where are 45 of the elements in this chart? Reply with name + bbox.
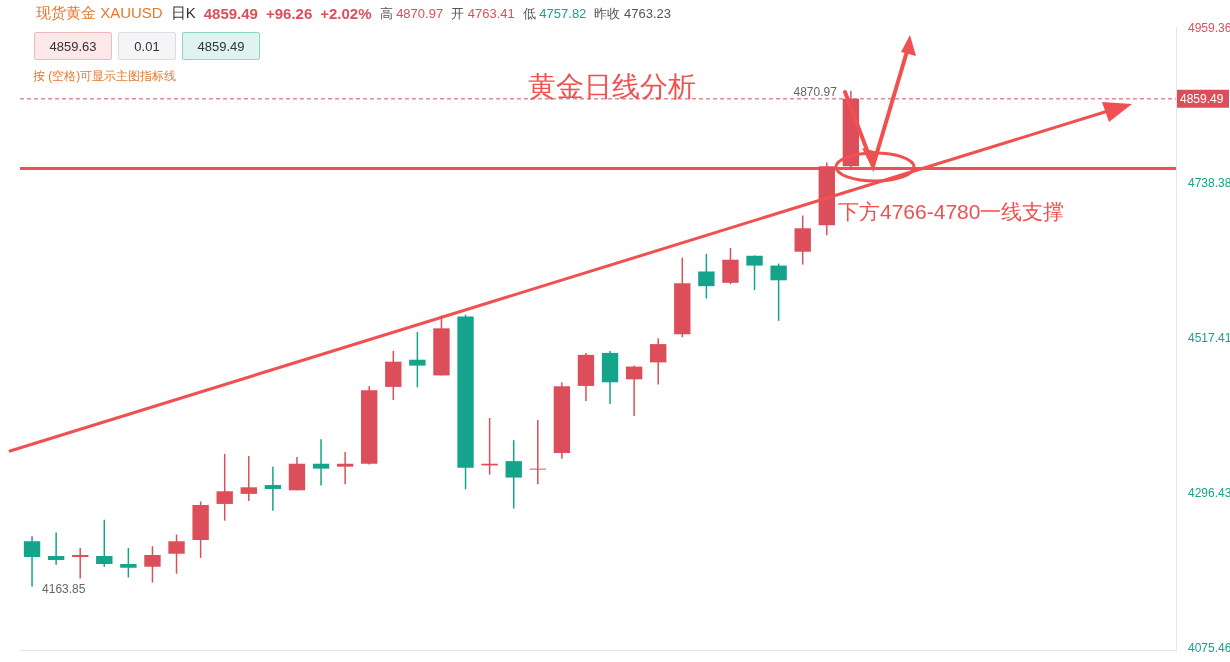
candlestick: [264, 465, 282, 512]
candlestick: [746, 254, 763, 291]
annotation: 4870.97: [793, 85, 838, 100]
text: 昨收 4763.23: [594, 5, 671, 21]
candlestick: [168, 533, 185, 575]
candlestick: [650, 337, 667, 386]
text: 4859.49: [203, 5, 258, 22]
annotation: 下方4766-4780一线支撑: [838, 199, 1065, 225]
y-tick-label: 4738.38: [1188, 176, 1230, 191]
text: 低 4757.82: [522, 5, 587, 21]
annotation: 4859.63: [34, 32, 112, 60]
candlestick: [72, 547, 89, 580]
ref-line-label: 4859.49: [1180, 92, 1224, 107]
candlestick: [336, 451, 354, 486]
candlestick: [23, 535, 41, 588]
candlestick: [312, 438, 330, 487]
text: 现货黄金 XAUUSD: [36, 4, 163, 23]
candlestick: [144, 545, 161, 584]
annotation: 4163.85: [42, 581, 86, 596]
candlestick: [216, 453, 233, 522]
annotation: 4859.49: [182, 32, 260, 60]
text: 高 4870.97: [379, 5, 444, 21]
candlestick: [240, 455, 257, 502]
y-tick-label: 4959.36: [1188, 21, 1230, 36]
annotation: 按 (空格)可显示主图指标线: [33, 68, 177, 85]
text: 日K: [170, 4, 196, 23]
y-tick-label: 4075.46: [1188, 640, 1230, 655]
text: +2.02%: [320, 5, 372, 22]
y-tick-label: 4517.41: [1188, 330, 1230, 345]
candlestick: [120, 547, 137, 579]
candlestick: [409, 331, 426, 389]
candlestick: [770, 262, 787, 322]
text: +96.26: [265, 5, 313, 22]
y-tick-label: 4296.43: [1188, 485, 1230, 500]
text: 黄金日线分析: [528, 70, 696, 104]
candlestick: [794, 214, 811, 266]
candlestick: [529, 419, 546, 486]
candlestick: [698, 253, 715, 300]
candlestick: [722, 247, 739, 285]
candlestick: [505, 439, 522, 510]
annotation: 0.01: [118, 32, 176, 60]
candlestick: [96, 518, 113, 568]
candlestick: [625, 364, 643, 417]
text: 开 4763.41: [451, 5, 515, 21]
candlestick: [47, 531, 65, 566]
